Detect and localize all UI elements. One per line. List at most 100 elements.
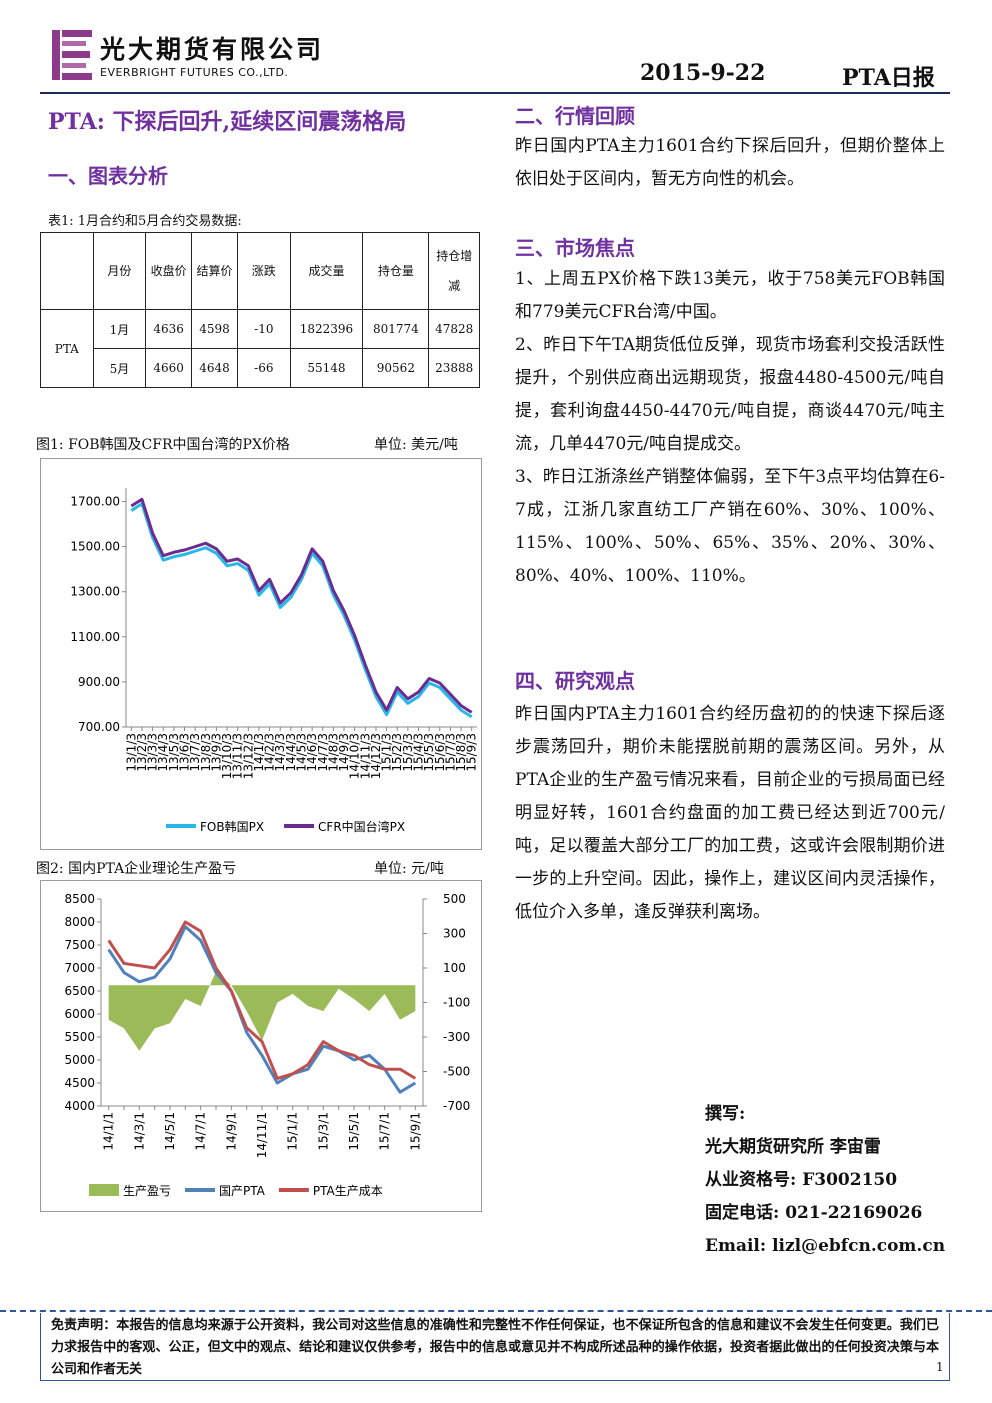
logo-bar: [62, 63, 86, 68]
y-tick-label: 4500: [64, 1076, 95, 1090]
header-rule: [40, 92, 950, 94]
logo-bar: [62, 30, 92, 37]
cell: 55148: [289, 348, 364, 388]
y-tick-label: 7000: [64, 961, 95, 975]
x-tick-label: 15/1/1: [286, 1112, 300, 1151]
y-tick-label: 6500: [64, 984, 95, 998]
header-cell: 涨跌: [237, 232, 291, 310]
header-cell: 持仓增减: [428, 232, 480, 310]
table-row: 5月 4660 4648 -66 55148 90562 23888: [41, 348, 480, 388]
x-tick-label: 13/4/3: [156, 733, 170, 772]
logo-bar: [52, 30, 60, 80]
x-tick-label: 15/5/1: [347, 1112, 361, 1151]
disclaimer: 免责声明：本报告的信息均来源于公开资料，我公司对这些信息的准确性和完整性不作任何…: [40, 1313, 950, 1381]
legend-label: 生产盈亏: [123, 1184, 171, 1198]
x-tick-label: 14/7/3: [316, 733, 330, 772]
section-heading: 三、市场焦点: [515, 236, 635, 260]
y-tick-label: 700.00: [78, 720, 120, 734]
x-tick-label: 14/9/1: [224, 1112, 238, 1151]
cell: 1822396: [289, 309, 364, 349]
company-cn: 光大期货有限公司: [100, 35, 325, 64]
section-heading: 一、图表分析: [48, 164, 168, 188]
paragraph: 1、上周五PX价格下跌13美元，收于758美元FOB韩国和779美元CFR台湾/…: [515, 269, 945, 322]
area: [108, 971, 416, 1051]
headline: PTA: 下探后回升,延续区间震荡格局: [48, 109, 407, 135]
table-caption: 表1: 1月合约和5月合约交易数据:: [48, 214, 242, 229]
x-tick-label: 13/10/3: [220, 733, 234, 779]
legend-label: FOB韩国PX: [200, 819, 264, 834]
author-line: 光大期货研究所 李宙雷: [705, 1137, 881, 1157]
x-tick-label: 14/3/1: [132, 1112, 146, 1151]
y2-tick-label: 100: [443, 961, 466, 975]
y-tick-label: 8000: [64, 915, 95, 929]
line: [107, 920, 417, 1080]
logo: [52, 30, 92, 80]
logo-bar: [62, 41, 86, 46]
cell: 1月: [92, 309, 147, 349]
author-line: 固定电话: 021-22169026: [705, 1203, 923, 1223]
x-tick-label: 13/6/3: [178, 733, 192, 772]
y-tick-label: 5000: [64, 1053, 95, 1067]
x-tick-label: 13/1/3: [124, 733, 138, 772]
author-line: Email: lizl@ebfcn.com.cn: [705, 1236, 946, 1256]
y-tick-label: 8500: [64, 892, 95, 906]
header-cell: 结算价: [191, 232, 238, 310]
paragraph-group: 1、上周五PX价格下跌13美元，收于758美元FOB韩国和779美元CFR台湾/…: [515, 263, 945, 593]
y2-tick-label: -100: [443, 996, 470, 1010]
logo-bar: [62, 51, 90, 58]
table-row: PTA 1月 4636 4598 -10 1822396 801774 4782…: [40, 309, 480, 388]
y2-tick-label: 300: [443, 927, 466, 941]
section-heading: 二、行情回顾: [515, 104, 635, 128]
x-tick-label: 14/4/3: [284, 733, 298, 772]
x-tick-label: 14/10/3: [348, 733, 362, 779]
chart-title: 图2: 国内PTA企业理论生产盈亏: [36, 861, 237, 877]
report-name: PTA日报: [842, 65, 935, 91]
chart-frame: 700.00 900.00 1100.00 1300.00 1500.00 1700.00…: [40, 458, 482, 850]
x-tick-label: 15/3/3: [401, 733, 415, 772]
x-tick-label: 15/1/3: [380, 733, 394, 772]
header-cell: 月份: [92, 232, 147, 310]
paragraph: 昨日国内PTA主力1601合约下探后回升，但期价整体上依旧处于区间内，暂无方向性…: [515, 136, 945, 189]
chart-title: 图1: FOB韩国及CFR中国台湾的PX价格: [36, 437, 290, 453]
chart-unit: 单位: 元/吨: [374, 861, 444, 877]
y2-tick-label: -500: [443, 1065, 470, 1079]
footer-rule: [0, 1310, 992, 1312]
x-tick-label: 13/8/3: [199, 733, 213, 772]
y2-tick-label: -700: [443, 1099, 470, 1113]
x-tick-label: 15/9/3: [465, 733, 479, 772]
cell: -10: [237, 309, 291, 349]
logo-bar: [62, 73, 92, 80]
x-tick-label: 14/9/3: [337, 733, 351, 772]
y2-tick-label: -300: [443, 1030, 470, 1044]
cell: 5月: [92, 348, 147, 388]
x-tick-label: 14/1/3: [252, 733, 266, 772]
x-tick-label: 13/7/3: [188, 733, 202, 772]
y-tick-label: 900.00: [78, 675, 120, 689]
y-tick-label: 1500.00: [70, 540, 120, 554]
header-cell: 持仓量: [362, 232, 430, 310]
x-tick-label: 14/2/3: [263, 733, 277, 772]
x-tick-label: 15/7/1: [378, 1112, 392, 1151]
x-tick-label: 14/11/3: [358, 733, 372, 779]
cell: 4598: [191, 309, 238, 349]
legend-swatch: [89, 1184, 119, 1196]
line: [130, 502, 473, 719]
report-date: 2015-9-22: [640, 60, 766, 86]
x-tick-label: 15/3/1: [316, 1112, 330, 1151]
paragraph: 3、昨日江浙涤丝产销整体偏弱，至下午3点平均估算在6-7成，江浙几家直纺工厂产销…: [515, 467, 945, 586]
cell: [40, 232, 94, 310]
author-block: 撰写: 光大期货研究所 李宙雷 从业资格号: F3002150 固定电话: 02…: [705, 1098, 965, 1263]
chart: 4000 4500 5000 5500 6000 6500 7000 7500 8000 8500…: [64, 892, 470, 1198]
cell: 47828: [428, 309, 480, 349]
x-tick-label: 15/4/3: [412, 733, 426, 772]
legend-label: PTA生产成本: [313, 1184, 383, 1198]
x-tick-label: 13/9/3: [209, 733, 223, 772]
x-tick-label: 14/3/3: [273, 733, 287, 772]
x-tick-label: 13/3/3: [146, 733, 160, 772]
cell: 23888: [428, 348, 480, 388]
table-header: 月份 收盘价 结算价 涨跌 成交量 持仓量 持仓增减: [40, 232, 480, 310]
legend-label: 国产PTA: [219, 1184, 266, 1198]
x-tick-label: 14/5/3: [295, 733, 309, 772]
author-line: 从业资格号: F3002150: [705, 1170, 898, 1190]
x-tick-label: 15/8/3: [454, 733, 468, 772]
